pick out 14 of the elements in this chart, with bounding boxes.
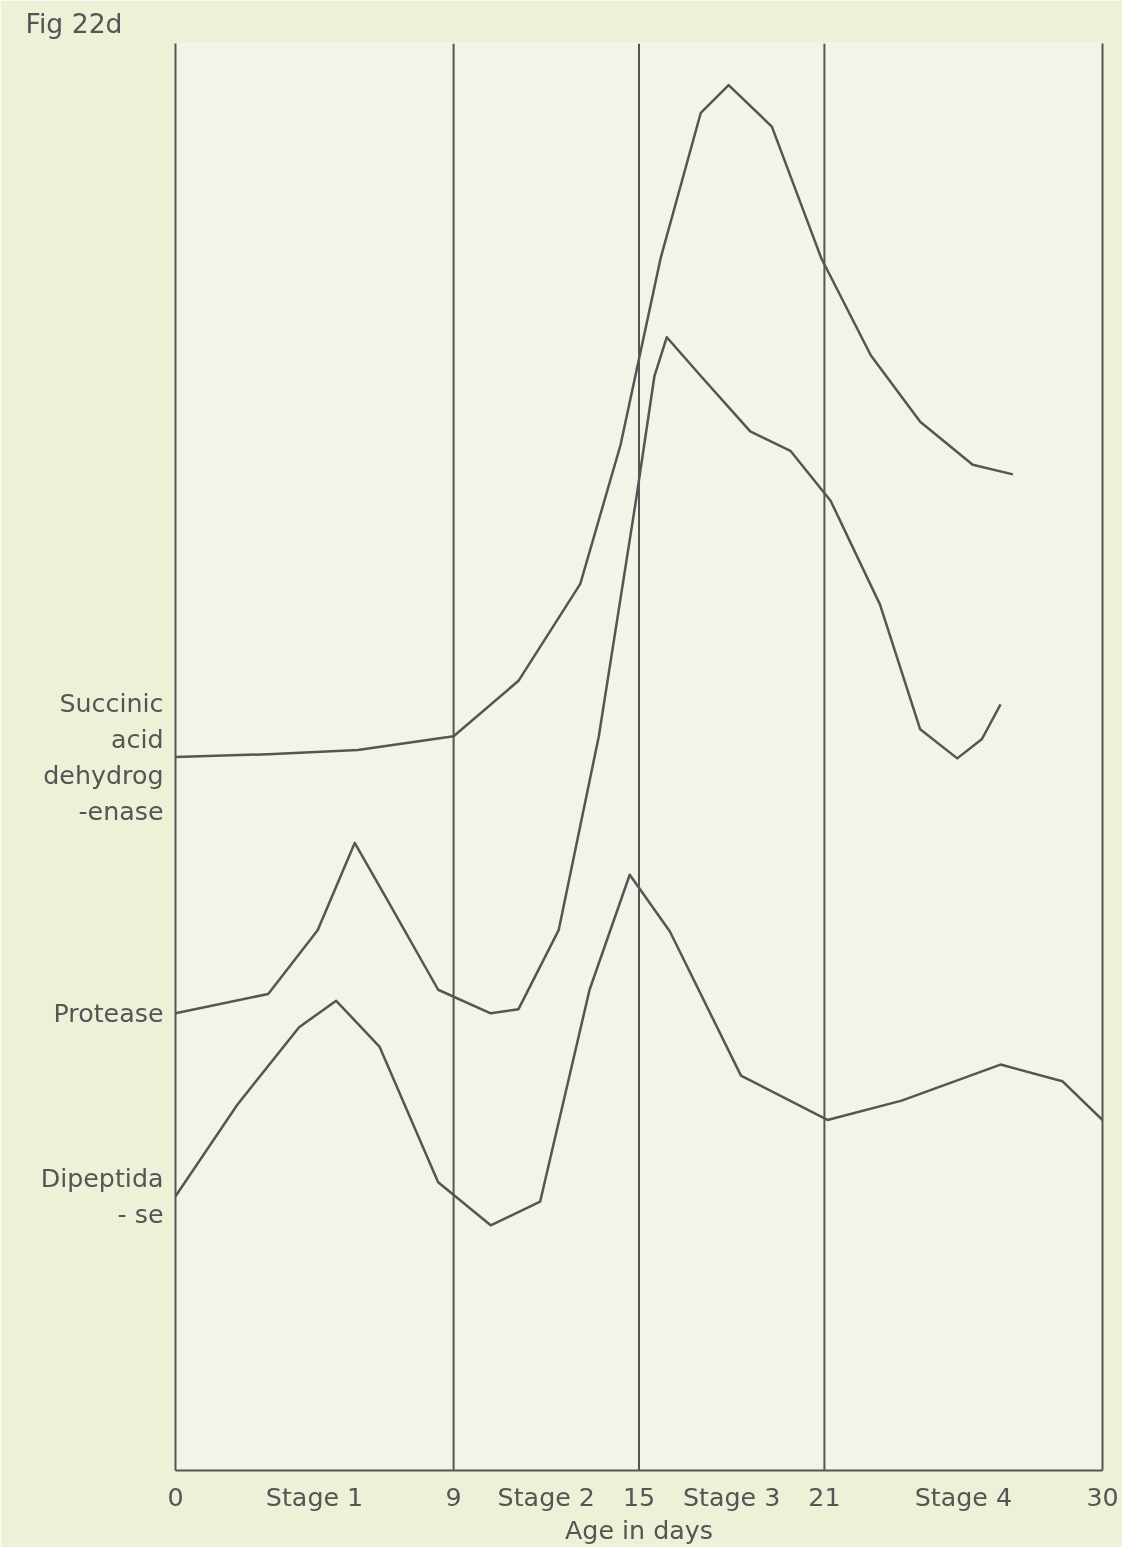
x-tick-label: Stage 1: [265, 1481, 364, 1512]
x-tick-label: Stage 2: [497, 1481, 595, 1512]
x-tick-label: 0: [167, 1481, 184, 1512]
x-tick-label: 15: [622, 1481, 656, 1512]
x-tick-label: 9: [445, 1481, 462, 1512]
chart-title: Fig 22d: [25, 7, 123, 39]
series-label: Dipeptida - se: [40, 1163, 164, 1230]
x-tick-label: Stage 4: [914, 1481, 1013, 1512]
x-axis-title: Age in days: [565, 1514, 713, 1545]
x-tick-label: 21: [808, 1481, 841, 1512]
x-tick-label: 30: [1086, 1481, 1119, 1512]
series-label: Succinic acid dehydrog -enase: [43, 688, 164, 826]
x-tick-label: Stage 3: [683, 1481, 781, 1512]
series-label: Protease: [53, 998, 164, 1029]
